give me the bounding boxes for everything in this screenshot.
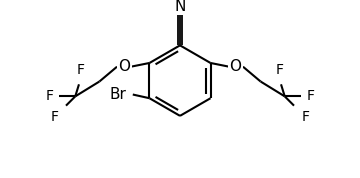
Text: F: F (275, 63, 283, 77)
Text: F: F (301, 110, 309, 124)
Text: F: F (307, 89, 315, 103)
Text: F: F (51, 110, 59, 124)
Text: O: O (230, 59, 242, 74)
Text: N: N (174, 0, 186, 14)
Text: F: F (77, 63, 85, 77)
Text: Br: Br (109, 87, 126, 102)
Text: F: F (45, 89, 53, 103)
Text: O: O (118, 59, 130, 74)
